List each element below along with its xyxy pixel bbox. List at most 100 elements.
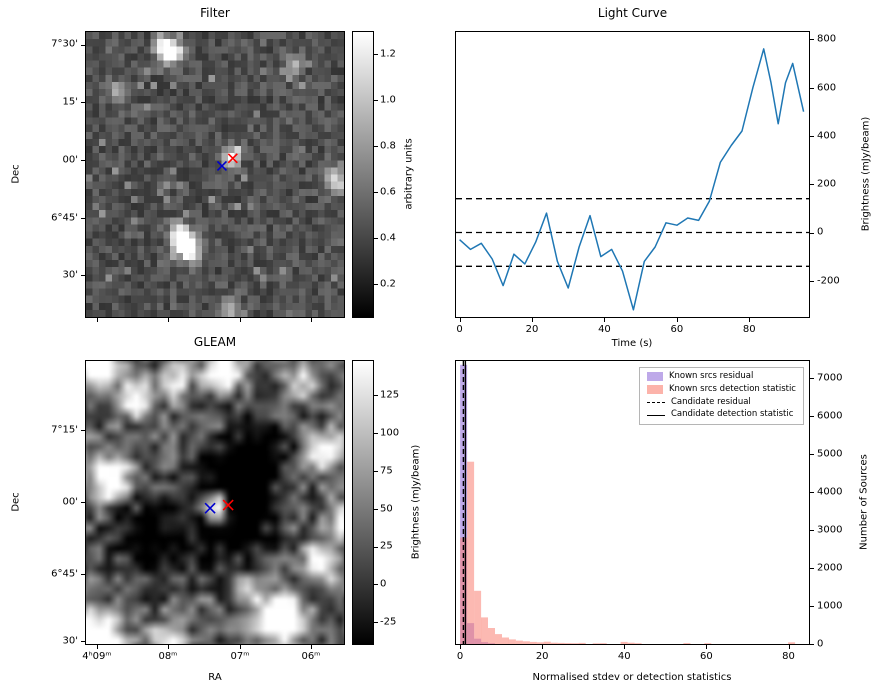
tick-mark: [374, 508, 378, 510]
tick-mark: [706, 645, 708, 649]
histogram-bar: [557, 642, 565, 644]
histogram-bar: [634, 643, 642, 644]
tick-mark: [167, 318, 169, 322]
tick-mark: [810, 39, 814, 41]
brightness-tick-label: 0: [817, 226, 824, 238]
count-tick-label: 1000: [817, 600, 843, 612]
tick-mark: [374, 283, 378, 285]
tick-mark: [624, 645, 626, 649]
gleam-plot-area: [85, 360, 345, 645]
gleam-source-markers: [204, 499, 234, 514]
dec-tick-label: 7°30': [51, 38, 78, 50]
gleam-xlabel: RA: [208, 672, 222, 683]
tick-mark: [374, 584, 378, 586]
dec-tick-label: 6°45': [51, 212, 78, 224]
tick-mark: [310, 645, 312, 649]
legend-swatch: [646, 385, 663, 395]
count-tick-label: 7000: [817, 372, 843, 384]
stat-tick-label: 60: [700, 651, 713, 662]
lightcurve-series: [459, 48, 805, 311]
legend-dashed-line: [646, 401, 665, 403]
histogram-legend: Known srcs residual Known srcs detection …: [638, 367, 804, 426]
count-tick-label: 4000: [817, 486, 843, 498]
gleam-title: GLEAM: [193, 335, 237, 349]
lightcurve-ylabel: Brightness (mJy/beam): [860, 116, 872, 232]
dec-tick-label: 00': [62, 496, 78, 508]
tick-mark: [810, 232, 814, 234]
stat-tick-label: 40: [617, 651, 631, 662]
tick-mark: [310, 318, 312, 322]
gleam-ylabel: Dec: [10, 492, 22, 512]
tick-mark: [810, 87, 814, 89]
histogram-bar: [536, 642, 544, 644]
histogram-bar: [620, 641, 628, 644]
stat-tick-label: 20: [535, 651, 549, 662]
filter-colorbar: [352, 31, 374, 318]
legend-swatch: [646, 372, 663, 382]
stat-tick-label: 80: [782, 651, 795, 662]
tick-mark: [810, 568, 814, 569]
tick-mark: [676, 318, 678, 322]
tick-mark: [97, 645, 98, 649]
histogram-bar: [467, 461, 475, 644]
histogram-bar: [704, 643, 712, 644]
time-tick-label: 40: [598, 324, 611, 335]
tick-mark: [810, 644, 814, 645]
tick-mark: [810, 135, 814, 137]
histogram-bar: [508, 639, 516, 644]
colorbar-tick-label: -25: [380, 616, 397, 628]
histogram-bar: [460, 364, 468, 644]
tick-mark: [810, 378, 814, 380]
legend-solid-line: [646, 414, 665, 416]
tick-mark: [374, 99, 378, 101]
tick-mark: [81, 44, 85, 46]
dec-tick-label: 30': [62, 269, 78, 281]
filter-sky-image: [86, 32, 344, 317]
legend-entry: Candidate detection statistic: [646, 410, 796, 420]
histogram-bar: [474, 590, 482, 644]
brightness-tick-label: -200: [817, 275, 840, 287]
filter-ylabel: Dec: [10, 164, 22, 184]
tick-mark: [374, 470, 378, 472]
tick-mark: [604, 318, 606, 322]
tick-mark: [810, 492, 814, 494]
colorbar-tick-label: 50: [380, 503, 393, 515]
tick-mark: [240, 318, 241, 322]
tick-mark: [810, 606, 814, 607]
histogram-bar: [571, 643, 579, 644]
legend-entry: Known srcs residual: [646, 371, 796, 382]
tick-mark: [81, 159, 85, 161]
tick-mark: [810, 530, 814, 531]
histogram-bar: [592, 643, 600, 644]
histogram-bar: [481, 617, 488, 644]
x-marker: [222, 499, 234, 511]
histogram-bar: [529, 641, 537, 644]
histogram-bar: [522, 641, 530, 644]
legend-label: Known srcs detection statistic: [668, 383, 796, 394]
tick-mark: [167, 645, 169, 649]
time-tick-label: 80: [742, 324, 756, 335]
colorbar-tick-label: 75: [380, 465, 393, 477]
histogram-bar: [502, 637, 509, 644]
tick-mark: [81, 501, 85, 503]
lightcurve-title: Light Curve: [597, 6, 668, 20]
tick-mark: [374, 546, 378, 548]
tick-mark: [240, 645, 241, 649]
tick-mark: [97, 318, 98, 322]
brightness-tick-label: 200: [817, 178, 837, 190]
count-tick-label: 0: [817, 638, 824, 650]
tick-mark: [374, 622, 378, 624]
tick-mark: [374, 432, 378, 434]
lightcurve-xlabel: Time (s): [611, 338, 653, 349]
tick-mark: [374, 237, 378, 239]
count-tick-label: 2000: [817, 562, 843, 574]
stat-tick-label: 0: [456, 651, 464, 662]
tick-mark: [81, 573, 85, 575]
ra-tick-label: 08ᵐ: [158, 651, 178, 662]
tick-mark: [532, 318, 533, 322]
colorbar-tick-label: 125: [380, 389, 400, 401]
tick-mark: [81, 430, 85, 432]
tick-mark: [374, 191, 378, 193]
tick-mark: [459, 318, 461, 322]
